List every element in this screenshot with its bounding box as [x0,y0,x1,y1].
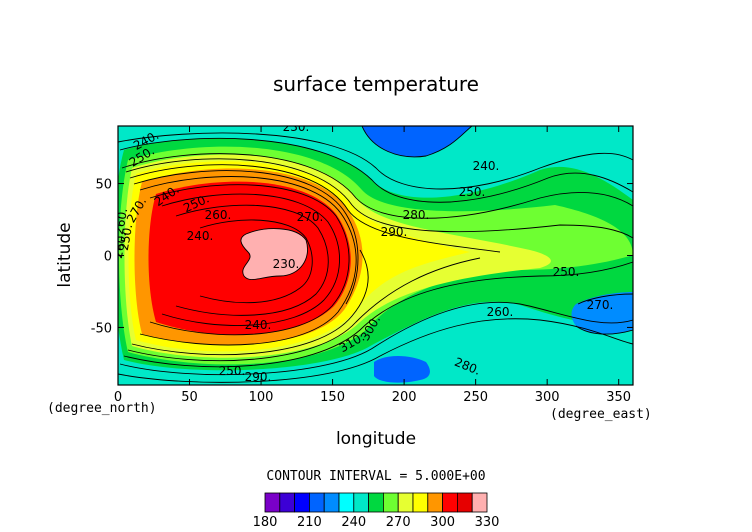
contour-label: 240. [187,229,214,243]
contour-label: 290. [245,370,272,384]
colorbar-swatch [442,492,458,513]
contour-line [125,158,633,239]
contour-line [121,153,633,219]
temperature-fields [118,126,633,385]
contour-label: 250. [459,185,486,199]
colorbar-swatch [427,492,443,513]
colorbar-tick-label: 330 [475,515,500,530]
colorbar-tick-label: 180 [253,515,278,530]
x-tick-label: 250 [463,390,488,405]
contour-line [361,126,473,158]
colorbar-swatch [382,492,399,513]
contour-line [131,249,369,356]
x-tick-label: 350 [606,390,631,405]
y-unit-label: (degree_north) [47,401,157,416]
colorbar-swatch [456,492,473,513]
colorbar-swatch [412,492,429,513]
colorbar-tick-label: 210 [297,515,322,530]
contour-line [118,132,633,190]
x-tick-label: 200 [392,390,417,405]
contour-line [240,228,308,280]
x-unit-label: (degree_east) [550,407,652,422]
x-tick-label: 150 [320,390,345,405]
contour-label: 260. [111,231,129,260]
colorbar-swatch [323,492,340,513]
contour-line [123,261,633,368]
field-band-320 [240,228,308,280]
contour-label: 270. [587,298,614,312]
colorbar-swatch [338,492,355,513]
field-cold-pole-north [362,126,472,157]
y-tick-label: 50 [95,178,112,193]
contour-label: 280. [403,208,430,222]
contour-line [149,184,350,336]
contour-label: 240. [473,159,500,173]
contour-label: 240. [245,318,272,332]
colorbar-swatch [264,492,281,513]
colorbar-tick-label: 300 [430,515,455,530]
contour-label: 250. [219,364,246,378]
contour-line [199,219,313,304]
x-axis: 0 50 100 150 200 250 300 350 [114,126,631,405]
chart-title: surface temperature [273,72,479,96]
contour-line [129,164,501,253]
contour-interval-text: CONTOUR INTERVAL = 5.000E+00 [266,469,485,484]
x-tick-label: 50 [181,390,198,405]
contour-line [161,193,340,326]
contour-line [118,318,633,383]
contour-label: 250. [117,223,135,252]
contour-label: 290. [381,225,408,239]
y-tick-label: -50 [91,321,112,336]
colorbar-tick-label: 270 [386,515,411,530]
contour-line [577,293,633,305]
contour-line [575,325,633,335]
contour-line [133,170,359,305]
contour-label: 250. [553,265,580,279]
colorbar-swatch [353,492,369,513]
contour-label: 230. [273,257,300,271]
field-cool-patch-east [571,292,633,335]
contour-line [119,137,633,203]
contour-label: 260. [205,208,232,222]
x-tick-label: 100 [249,390,274,405]
y-axis-label: latitude [55,222,75,287]
colorbar-swatch [279,492,295,513]
contour-label: 260. [487,305,514,319]
y-axis: -50 0 50 [91,178,633,336]
colorbar-swatch [308,492,325,513]
plot-area: 230.240.250.260.270. 280.290.300.310.240.… [111,120,633,385]
contour-label: 270. [297,210,324,224]
contour-line [175,204,329,316]
x-axis-label: longitude [336,429,416,449]
colorbar-tick-label: 240 [341,515,366,530]
colorbar-swatch [294,492,310,513]
y-tick-label: 0 [104,250,112,265]
colorbar-swatch [397,492,414,513]
contour-line [127,257,481,362]
contour-lines [118,126,633,383]
contour-line [119,301,633,376]
x-tick-label: 300 [535,390,560,405]
contour-line [139,176,357,346]
contour-label: 230. [283,120,310,134]
field-cold-pole-south [374,356,430,383]
colorbar-swatch [471,492,488,513]
x-tick-label: 0 [114,390,122,405]
colorbar: 180 210 240 270 300 330 [253,492,500,530]
colorbar-swatch [368,492,384,513]
